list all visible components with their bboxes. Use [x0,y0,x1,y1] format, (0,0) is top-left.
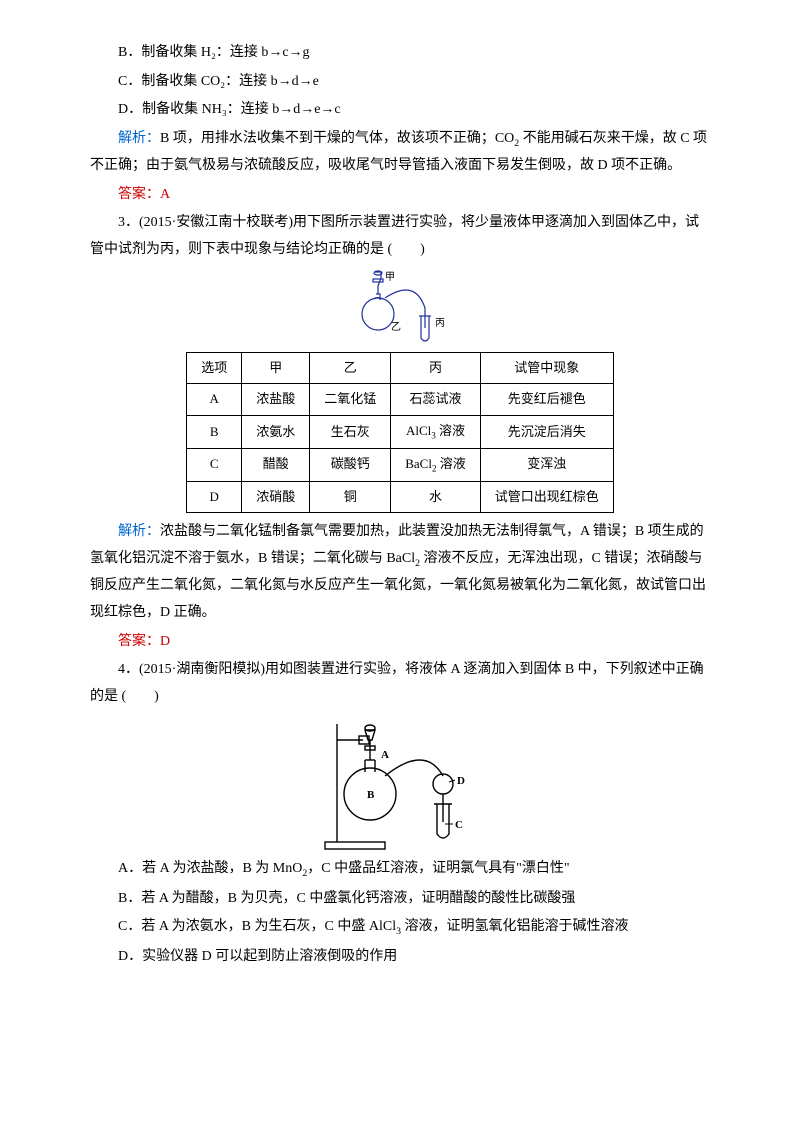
explanation-label: 解析： [118,131,160,146]
fig2-label-b: B [367,789,375,801]
col-bing: 丙 [391,352,481,384]
col-phenomenon: 试管中现象 [480,352,613,384]
option-c: C．制备收集 CO₂：连接 b→d→e [90,69,710,96]
page-container: B．制备收集 H₂：连接 b→c→g C．制备收集 CO₂：连接 b→d→e D… [0,0,800,1132]
fig2-label-d: D [457,775,465,787]
table-header-row: 选项 甲 乙 丙 试管中现象 [187,352,614,384]
q4-option-c: C．若 A 为浓氨水，B 为生石灰，C 中盛 AlCl3 溶液，证明氢氧化铝能溶… [90,914,710,941]
answer-2: 答案：D [90,629,710,656]
options-table: 选项 甲 乙 丙 试管中现象 A 浓盐酸 二氧化锰 石蕊试液 先变红后褪色 B … [186,352,614,514]
col-yi: 乙 [310,352,391,384]
table-row: B 浓氨水 生石灰 AlCl3 溶液 先沉淀后消失 [187,415,614,448]
fig1-label-jia: 甲 [385,272,395,283]
option-b: B．制备收集 H₂：连接 b→c→g [90,40,710,67]
table-row: C 醋酸 碳酸钙 BaCl2 溶液 变浑浊 [187,448,614,481]
answer-1: 答案：A [90,182,710,209]
table-row: D 浓硝酸 铜 水 试管口出现红棕色 [187,481,614,513]
fig2-label-c: C [455,819,463,831]
explanation-1: 解析：B 项，用排水法收集不到干燥的气体，故该项不正确；CO2 不能用碱石灰来干… [90,126,710,180]
table-row: A 浓盐酸 二氧化锰 石蕊试液 先变红后褪色 [187,384,614,416]
explanation-1-body: B 项，用排水法收集不到干燥的气体，故该项不正确；CO2 不能用碱石灰来干燥，故… [90,131,707,173]
explanation-2-body: 浓盐酸与二氧化锰制备氯气需要加热，此装置没加热无法制得氯气，A 错误；B 项生成… [90,524,706,620]
col-jia: 甲 [242,352,310,384]
col-option: 选项 [187,352,242,384]
option-d: D．制备收集 NH₃：连接 b→d→e→c [90,97,710,124]
q4-option-d: D．实验仪器 D 可以起到防止溶液倒吸的作用 [90,944,710,971]
explanation-label: 解析： [118,524,160,539]
fig2-label-a: A [381,749,389,761]
q4-option-b: B．若 A 为醋酸，B 为贝壳，C 中盛氯化钙溶液，证明醋酸的酸性比碳酸强 [90,886,710,913]
apparatus-figure-1: 甲 乙 丙 [345,268,455,348]
question-4: 4．(2015·湖南衡阳模拟)用如图装置进行实验，将液体 A 逐滴加入到固体 B… [90,657,710,710]
q4-option-a: A．若 A 为浓盐酸，B 为 MnO2，C 中盛品红溶液，证明氯气具有"漂白性" [90,856,710,883]
fig1-label-yi: 乙 [391,321,401,333]
apparatus-figure-2: A B C D [315,714,485,854]
explanation-2: 解析：浓盐酸与二氧化锰制备氯气需要加热，此装置没加热无法制得氯气，A 错误；B … [90,519,710,626]
fig1-label-bing: 丙 [435,318,445,329]
question-3: 3．(2015·安徽江南十校联考)用下图所示装置进行实验，将少量液体甲逐滴加入到… [90,210,710,263]
